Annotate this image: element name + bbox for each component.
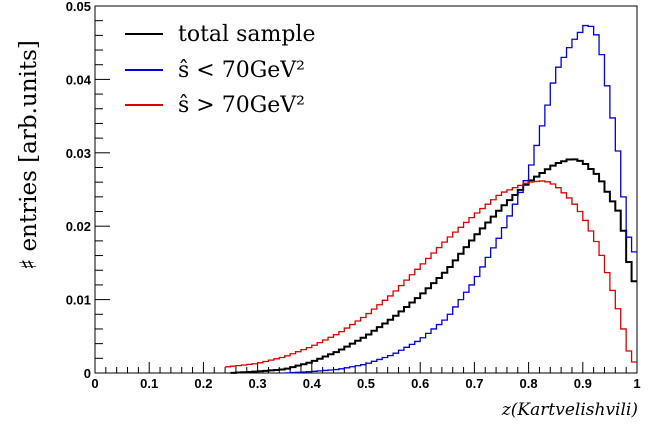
y-tick-label: 0.05 <box>66 0 91 14</box>
axis-ticks: 0 0.1 0.2 0.3 0.4 0.5 0.6 0.7 0.8 0.9 1 0 0.01 0.02 0.… <box>66 0 641 391</box>
y-tick-label: 0.04 <box>66 72 92 87</box>
x-tick-label: 0.5 <box>357 376 375 391</box>
legend: total sample ŝ < 70GeV² ŝ > 70GeV² <box>125 22 315 118</box>
x-tick-label: 0.3 <box>249 376 267 391</box>
x-tick-label: 0 <box>91 376 98 391</box>
x-axis-title: z(Kartvelishvili) <box>501 400 638 420</box>
y-tick-label: 0.03 <box>66 146 91 161</box>
x-tick-label: 0.6 <box>411 376 429 391</box>
y-tick-label: 0.01 <box>66 293 91 308</box>
x-tick-label: 0.9 <box>574 376 592 391</box>
x-tick-label: 0.1 <box>140 376 158 391</box>
y-tick-label: 0.02 <box>66 219 91 234</box>
series-line-2 <box>225 180 637 368</box>
series-line-0 <box>230 158 637 374</box>
legend-label-high-s: ŝ > 70GeV² <box>178 93 305 118</box>
y-axis-title: ♯ entries [arb.units] <box>16 40 42 270</box>
x-tick-label: 0.2 <box>194 376 212 391</box>
x-tick-label: 0.7 <box>465 376 483 391</box>
x-tick-label: 1 <box>633 376 640 391</box>
y-tick-label: 0 <box>84 366 91 381</box>
legend-label-low-s: ŝ < 70GeV² <box>178 58 305 83</box>
legend-label-total: total sample <box>178 22 315 47</box>
x-tick-label: 0.8 <box>520 376 538 391</box>
x-tick-label: 0.4 <box>303 376 322 391</box>
series-layer <box>225 24 637 374</box>
series-line-1 <box>284 24 637 374</box>
